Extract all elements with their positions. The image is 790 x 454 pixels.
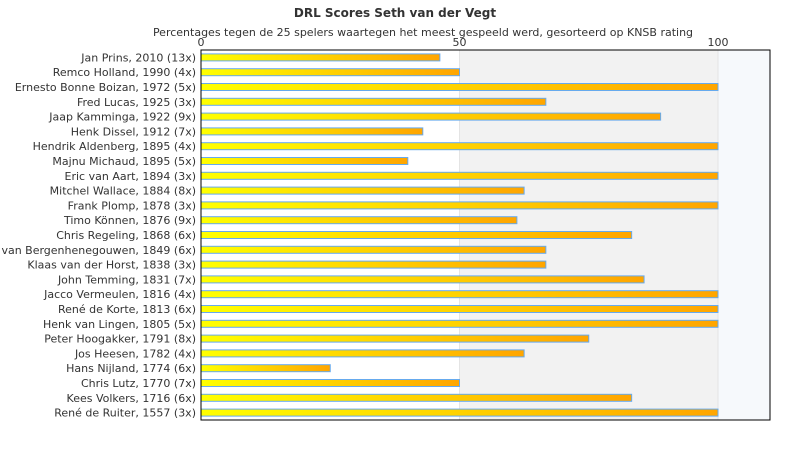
bar — [200, 245, 547, 254]
bar — [200, 275, 645, 284]
x-tick-label: 100 — [708, 36, 729, 49]
x-tick-label: 50 — [453, 36, 467, 49]
category-label: Chris Lutz, 1770 (7x) — [81, 377, 196, 390]
bar — [200, 231, 633, 239]
category-label: Ernesto Bonne Boizan, 1972 (5x) — [15, 81, 196, 94]
bar — [200, 83, 719, 91]
plot-border — [200, 49, 771, 421]
category-label: Frank Plomp, 1878 (3x) — [68, 199, 196, 212]
x-tick-label: 0 — [198, 36, 205, 49]
category-label: Peter Hoogakker, 1791 (8x) — [44, 333, 196, 346]
bar — [200, 142, 719, 151]
bar — [200, 127, 424, 136]
bar — [200, 408, 719, 417]
bar — [200, 364, 331, 373]
bar — [200, 216, 518, 225]
category-label: Hendrik Aldenberg, 1895 (4x) — [33, 140, 196, 153]
bar — [200, 68, 460, 77]
category-label: van Bergenhenegouwen, 1849 (6x) — [1, 244, 196, 257]
category-label: Henk Dissel, 1912 (7x) — [71, 125, 196, 138]
category-label: René de Korte, 1813 (6x) — [58, 303, 196, 316]
category-label: Timo Können, 1876 (9x) — [63, 214, 196, 227]
chart-title: DRL Scores Seth van der Vegt — [294, 6, 496, 20]
bar — [200, 349, 525, 358]
category-label: Jan Prins, 2010 (13x) — [80, 51, 196, 64]
category-label: Klaas van der Horst, 1838 (3x) — [27, 259, 196, 272]
bar — [200, 97, 547, 106]
category-label: Fred Lucas, 1925 (3x) — [77, 96, 196, 109]
bar — [200, 53, 441, 62]
category-label: Jacco Vermeulen, 1816 (4x) — [43, 288, 196, 301]
category-label: René de Ruiter, 1557 (3x) — [54, 407, 196, 420]
category-label: Remco Holland, 1990 (4x) — [53, 66, 196, 79]
category-label: Chris Regeling, 1868 (6x) — [56, 229, 196, 242]
bar — [200, 334, 590, 343]
bar — [200, 171, 719, 180]
bar — [200, 290, 719, 299]
bar — [200, 393, 633, 402]
category-label: Jos Heesen, 1782 (4x) — [74, 347, 196, 360]
category-label: Eric van Aart, 1894 (3x) — [65, 170, 196, 183]
bar — [200, 260, 547, 269]
bar — [200, 112, 662, 121]
chart-subtitle: Percentages tegen de 25 spelers waartege… — [153, 26, 693, 39]
bar — [200, 379, 460, 387]
bar — [200, 319, 719, 328]
bar — [200, 305, 719, 313]
bar — [200, 157, 409, 165]
category-label: Mitchel Wallace, 1884 (8x) — [50, 185, 196, 198]
category-label: John Temming, 1831 (7x) — [57, 273, 196, 286]
category-label: Majnu Michaud, 1895 (5x) — [52, 155, 196, 168]
bar — [200, 186, 525, 195]
category-label: Hans Nijland, 1774 (6x) — [66, 362, 196, 375]
category-label: Kees Volkers, 1716 (6x) — [67, 392, 196, 405]
category-label: Jaap Kamminga, 1922 (9x) — [48, 111, 196, 124]
bar — [200, 201, 719, 210]
category-label: Henk van Lingen, 1805 (5x) — [43, 318, 196, 331]
band-100-plus — [718, 50, 770, 420]
